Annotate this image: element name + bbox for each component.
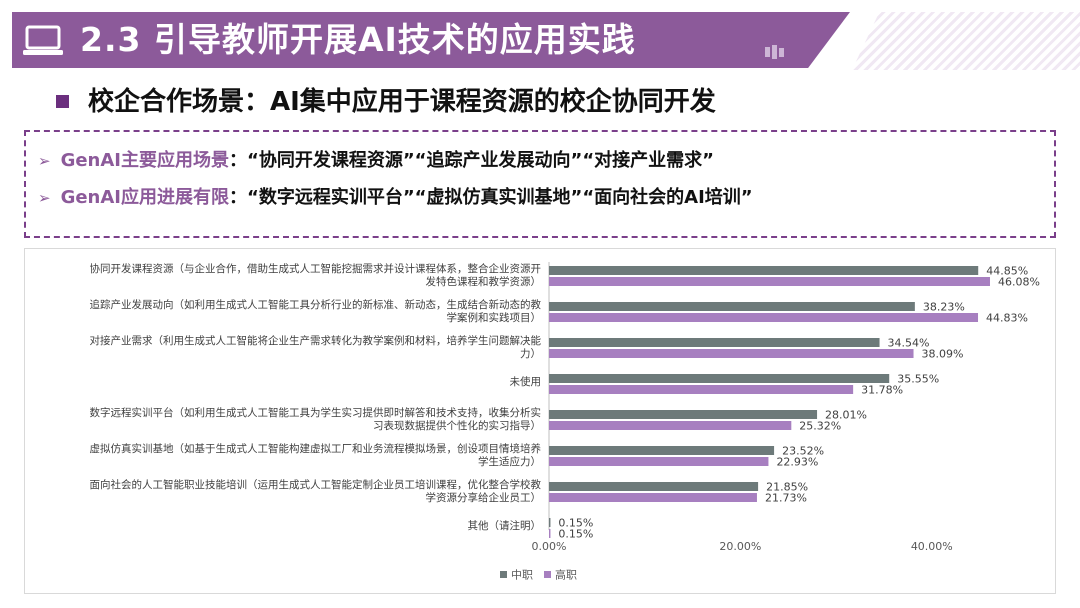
header-decoration	[852, 12, 1080, 70]
info-line-main-value: ：“协同开发课程资源”“追踪产业发展动向”“对接产业需求”	[229, 150, 714, 171]
info-line-main-key: GenAI主要应用场景	[60, 150, 230, 171]
logo-mark	[765, 45, 784, 59]
page-title: 2.3 引导教师开展AI技术的应用实践	[80, 20, 636, 59]
header-banner	[12, 12, 850, 68]
slide-subtitle: 校企合作场景：AI集中应用于课程资源的校企协同开发	[88, 87, 716, 117]
chart-frame	[24, 248, 1056, 594]
triangle-right-icon: ➢	[38, 189, 51, 207]
info-line-main: ➢ GenAI主要应用场景：“协同开发课程资源”“追踪产业发展动向”“对接产业需求…	[38, 148, 714, 174]
subtitle-bullet	[56, 95, 69, 108]
info-line-limited-value: ：“数字远程实训平台”“虚拟仿真实训基地”“面向社会的AI培训”	[229, 187, 753, 208]
info-box	[24, 130, 1056, 238]
info-line-limited-key: GenAI应用进展有限	[60, 187, 230, 208]
triangle-right-icon: ➢	[38, 152, 51, 170]
info-line-limited: ➢ GenAI应用进展有限：“数字远程实训平台”“虚拟仿真实训基地”“面向社会的A…	[38, 185, 753, 211]
laptop-icon	[23, 25, 63, 55]
